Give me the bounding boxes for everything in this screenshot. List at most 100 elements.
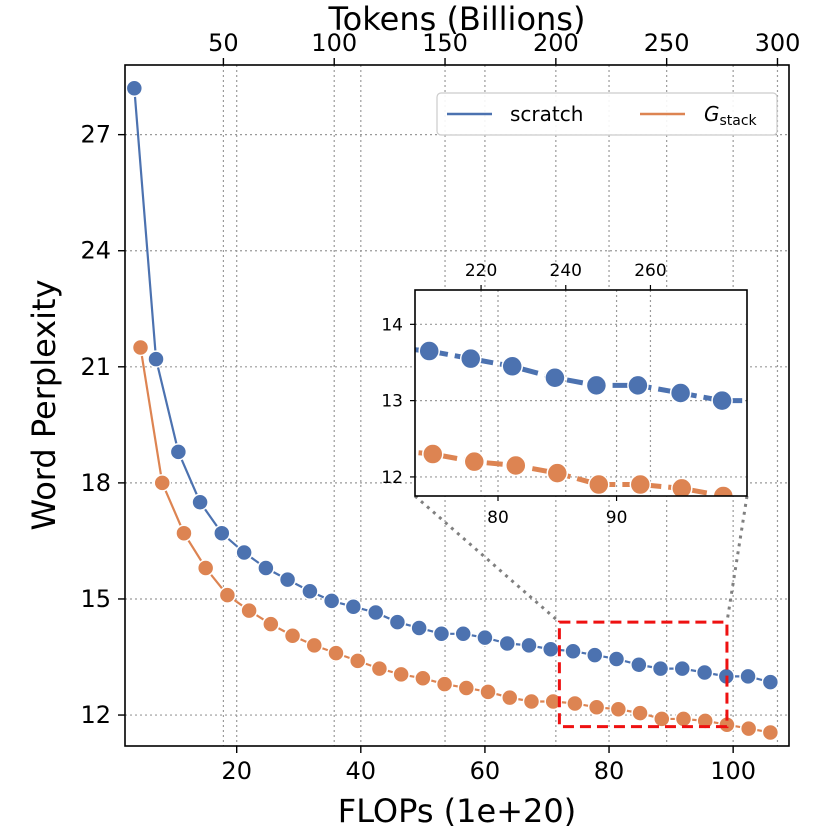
inset-point-scratch — [627, 374, 649, 397]
point-G_stack — [457, 679, 476, 697]
inset-x2-tick-label: 260 — [634, 261, 666, 281]
x2-tick-label: 100 — [311, 29, 357, 57]
point-G_stack — [218, 586, 237, 604]
y-axis-label: Word Perplexity — [25, 279, 63, 530]
inset-x2-tick-label: 240 — [550, 261, 582, 281]
point-G_stack — [196, 559, 215, 577]
point-scratch — [564, 642, 582, 660]
x-tick-label: 80 — [594, 757, 625, 785]
y-tick-label: 27 — [80, 121, 111, 149]
point-scratch — [410, 619, 428, 637]
point-G_stack — [544, 692, 562, 711]
point-G_stack — [479, 683, 497, 701]
point-scratch — [125, 79, 144, 97]
point-scratch — [761, 673, 780, 691]
point-G_stack — [761, 723, 780, 742]
x-tick-label: 40 — [346, 757, 377, 785]
point-G_stack — [522, 692, 541, 711]
point-scratch — [388, 613, 407, 631]
inset-point-G_stack — [588, 473, 610, 496]
point-scratch — [235, 543, 253, 562]
point-G_stack — [153, 474, 171, 492]
point-G_stack — [262, 615, 280, 633]
point-scratch — [651, 659, 670, 678]
point-scratch — [213, 524, 231, 542]
legend-gstack-label: Gstack — [704, 102, 758, 129]
inset-point-scratch — [459, 347, 482, 370]
point-scratch — [366, 603, 385, 622]
main-plot-area — [125, 79, 780, 742]
point-G_stack — [283, 626, 302, 645]
inset-y-tick-label: 14 — [381, 315, 403, 335]
point-scratch — [695, 663, 714, 682]
main-axis-ticks: 20 40 60 80 100 12 15 18 21 24 27 50 100 150 200 250 300 — [80, 29, 800, 785]
point-scratch — [257, 559, 275, 577]
y-tick-label: 21 — [80, 353, 111, 381]
x2-tick-label: 150 — [422, 29, 468, 57]
inset-point-G_stack — [671, 477, 693, 496]
point-scratch — [586, 646, 604, 664]
point-scratch — [191, 493, 209, 511]
point-scratch — [739, 667, 757, 686]
x2-tick-label: 50 — [208, 29, 239, 57]
point-G_stack — [674, 710, 693, 728]
inset-frame — [414, 289, 748, 497]
point-scratch — [147, 350, 165, 368]
inset-point-G_stack — [422, 443, 444, 465]
inset-point-scratch — [711, 389, 733, 412]
point-G_stack — [435, 675, 454, 693]
point-G_stack — [348, 652, 367, 670]
x-tick-label: 20 — [221, 757, 252, 785]
point-scratch — [322, 592, 341, 610]
legend-scratch-label: scratch — [510, 102, 583, 126]
inset-point-G_stack — [381, 440, 401, 460]
point-scratch — [301, 582, 319, 600]
inset-point-G_stack — [755, 494, 775, 514]
inset-y-tick-label: 12 — [381, 468, 403, 488]
point-scratch — [673, 659, 692, 678]
point-G_stack — [414, 669, 432, 688]
y-tick-label: 18 — [80, 469, 111, 497]
point-scratch — [432, 625, 451, 643]
point-scratch — [498, 634, 517, 653]
point-scratch — [476, 628, 494, 647]
inset-point-G_stack — [505, 454, 527, 477]
inset-point-G_stack — [629, 473, 652, 496]
point-G_stack — [609, 700, 628, 718]
main-plot-frame — [124, 64, 790, 747]
point-G_stack — [240, 601, 258, 620]
inset-x2-tick-label: 220 — [465, 261, 497, 281]
point-G_stack — [696, 712, 714, 730]
x-tick-label: 60 — [470, 757, 501, 785]
point-G_stack — [739, 719, 758, 738]
point-scratch — [169, 443, 188, 461]
point-G_stack — [305, 636, 324, 655]
y-tick-label: 12 — [80, 701, 111, 729]
inset-point-scratch — [501, 355, 523, 378]
zoom-connectors — [414, 494, 749, 624]
point-G_stack — [327, 644, 345, 662]
point-G_stack — [653, 710, 671, 728]
inset-point-G_stack — [546, 462, 569, 484]
inset-point-scratch — [754, 391, 774, 411]
point-scratch — [520, 636, 538, 655]
inset-point-scratch — [418, 340, 440, 362]
inset-point-scratch — [585, 374, 608, 397]
legend-frame — [436, 92, 778, 136]
inset-axis-ticks: 80 90 12 13 14 220 240 260 — [381, 261, 666, 528]
point-G_stack — [631, 704, 649, 722]
legend: scratch Gstack — [436, 92, 778, 136]
point-scratch — [630, 655, 648, 674]
point-scratch — [541, 640, 560, 659]
inset-x-tick-label: 90 — [606, 508, 628, 528]
point-G_stack — [175, 524, 193, 542]
inset-y-tick-label: 13 — [381, 392, 403, 412]
point-scratch — [454, 625, 472, 643]
x-axis-label: FLOPs (1e+20) — [338, 792, 576, 830]
point-G_stack — [587, 698, 606, 717]
point-G_stack — [370, 659, 389, 678]
point-G_stack — [131, 338, 150, 357]
connector-right — [725, 495, 749, 623]
inset-x-tick-label: 80 — [487, 508, 509, 528]
